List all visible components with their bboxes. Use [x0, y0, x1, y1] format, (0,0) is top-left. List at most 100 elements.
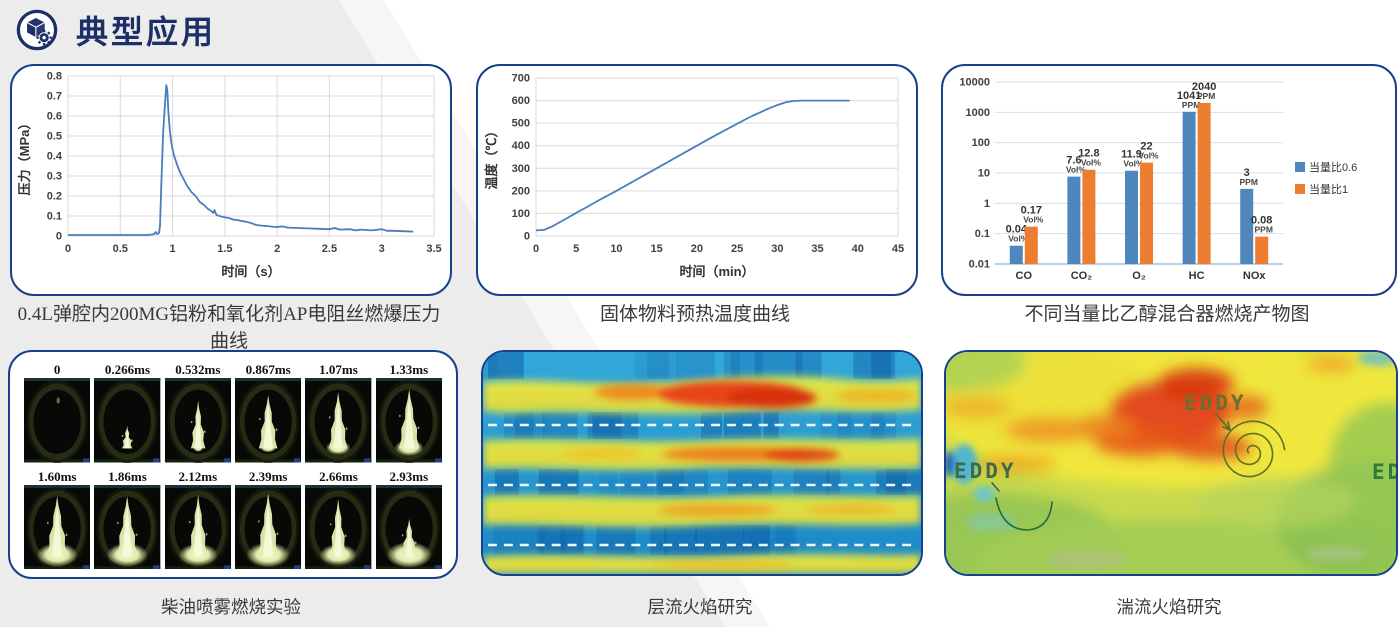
flame-frame-image [235, 378, 302, 463]
panel-diesel-frames: 0 0.266ms 0.532ms 0.867ms 1.07ms 1.33ms 1.60ms… [8, 350, 458, 579]
bar-value-label: 2040 [1192, 81, 1216, 93]
x-tick-label: 0.5 [113, 243, 128, 255]
y-tick-label: 200 [512, 185, 530, 197]
pressure-chart: 0 0.1 0.2 0.3 0.4 0.5 0.6 0.7 0.8 0 0.5 1 1.5 2 2.5 3 3.… [17, 71, 442, 280]
y-tick-label: 700 [512, 73, 530, 85]
flame-frame-image [375, 484, 442, 569]
flame-frame: 2.39ms [235, 468, 302, 569]
bar-unit-label: Vol% [1023, 215, 1044, 225]
eddy-arc [995, 497, 1053, 531]
frame-time-label: 2.93ms [389, 468, 429, 484]
x-tick-label: 20 [691, 243, 703, 255]
category-label: CO₂ [1071, 270, 1093, 282]
y-tick-label: 1 [984, 198, 990, 210]
bar-value-label: 12.8 [1078, 148, 1099, 160]
x-tick-label: 0 [65, 243, 71, 255]
bar-unit-label: Vol% [1081, 158, 1102, 168]
frame-time-label: 0 [53, 362, 61, 377]
flame-frame-image [235, 484, 302, 569]
x-tick-label: 40 [852, 243, 864, 255]
flame-frame-image [305, 484, 372, 569]
bar-unit-label: PPM [1197, 91, 1215, 101]
diesel-frame-grid: 0 0.266ms 0.532ms 0.867ms 1.07ms 1.33ms 1.60ms… [24, 362, 442, 569]
turbulent-hot-spots [946, 356, 1356, 473]
bar-unit-label: Vol% [1008, 234, 1029, 244]
flame-frame: 2.93ms [375, 468, 442, 569]
flame-frame: 1.86ms [94, 468, 161, 569]
flame-frame: 0.532ms [164, 362, 231, 463]
x-axis-title: 时间（s） [221, 264, 280, 279]
cube-gear-icon [16, 9, 58, 51]
flame-frame-image [94, 484, 161, 569]
bar-value-label: 22 [1140, 141, 1152, 153]
y-tick-label: 0.01 [969, 259, 990, 271]
data-line [535, 99, 850, 232]
bar-unit-label: PPM [1254, 225, 1272, 235]
y-tick-label: 0.6 [47, 111, 62, 123]
legend-swatch [1295, 162, 1305, 172]
laminar-hot-spots [562, 381, 917, 570]
frame-time-label: 2.39ms [248, 468, 288, 484]
panel-laminar-flame [481, 350, 923, 576]
y-tick-label: 100 [972, 137, 990, 149]
bar [1009, 245, 1023, 264]
bar [1140, 162, 1153, 264]
header: 典型应用 [14, 7, 216, 53]
plot-area [535, 77, 899, 237]
frame-time-label: 1.86ms [108, 468, 147, 484]
category-label: NOx [1243, 270, 1267, 282]
y-tick-label: 1000 [966, 107, 990, 119]
flame-frame-image [164, 484, 231, 569]
eddy-label-left: EDDY [954, 459, 1017, 483]
laminar-blue-texture [483, 352, 921, 555]
y-tick-label: 0.3 [47, 171, 62, 183]
y-tick-label: 0.1 [975, 228, 990, 240]
flame-frame-image [94, 378, 161, 463]
y-tick-label: 500 [512, 118, 530, 130]
frame-time-label: 1.07ms [319, 362, 358, 377]
panel-turbulent-flame: EDDY EDDY ED [944, 350, 1398, 576]
bar-value-label: 0.17 [1021, 205, 1042, 217]
y-tick-label: 0.2 [47, 191, 62, 203]
turbulent-cool-spots [946, 352, 1396, 569]
y-tick-label: 0.1 [47, 211, 62, 223]
x-tick-label: 5 [573, 243, 579, 255]
frame-time-label: 0.532ms [175, 362, 221, 377]
x-tick-label: 10 [610, 243, 622, 255]
bar-unit-label: Vol% [1123, 159, 1144, 169]
legend-label: 当量比1 [1309, 182, 1348, 196]
bar [1197, 102, 1211, 264]
bar-unit-label: Vol% [1138, 151, 1159, 161]
page-title: 典型应用 [76, 14, 217, 50]
flame-frame-image [305, 378, 372, 463]
flame-frame: 2.12ms [164, 468, 231, 569]
x-tick-label: 2 [274, 243, 280, 255]
category-label: O₂ [1132, 270, 1146, 282]
frame-time-label: 2.12ms [178, 468, 218, 484]
eddy-label-top: EDDY [1184, 391, 1247, 415]
y-tick-label: 0.7 [47, 91, 62, 103]
x-axis-title: 时间（min） [679, 264, 754, 279]
x-tick-label: 45 [892, 243, 904, 255]
frame-time-label: 0.266ms [104, 362, 151, 377]
y-tick-label: 600 [512, 95, 530, 107]
frame-time-label: 1.33ms [389, 362, 429, 377]
flame-frame: 1.33ms [375, 362, 442, 463]
caption-laminar: 层流火焰研究 [647, 597, 753, 617]
data-line [68, 84, 414, 236]
bar [1125, 170, 1138, 264]
x-tick-label: 0 [533, 243, 539, 255]
turbulent-flame-image: EDDY EDDY ED [946, 352, 1396, 574]
y-tick-label: 10 [978, 168, 990, 180]
panel-pressure-chart: 0 0.1 0.2 0.3 0.4 0.5 0.6 0.7 0.8 0 0.5 1 1.5 2 2.5 3 3.… [10, 64, 452, 296]
caption-turbulent: 湍流火焰研究 [1116, 597, 1222, 617]
temperature-chart: 0 100 200 300 400 500 600 700 0 5 10 15 20 25 30 35 40 45… [484, 73, 904, 280]
bar-unit-label: PPM [1239, 177, 1257, 187]
bar-value-label: 7.6 [1066, 155, 1081, 167]
x-tick-label: 30 [771, 243, 783, 255]
flame-frame: 0 [24, 362, 91, 463]
y-tick-label: 0.4 [47, 151, 63, 163]
y-tick-label: 100 [512, 208, 530, 220]
y-tick-label: 400 [512, 140, 530, 152]
